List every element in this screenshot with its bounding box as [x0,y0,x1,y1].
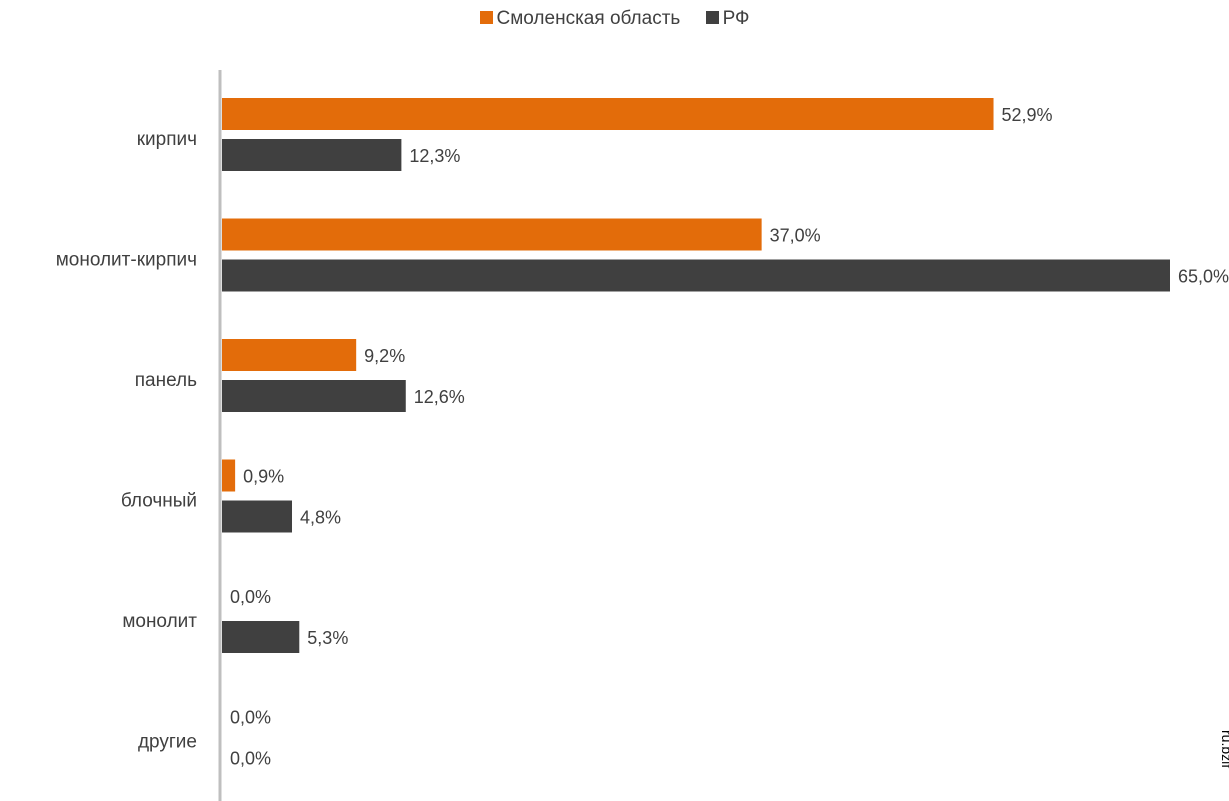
bar [222,621,300,653]
data-label: 65,0% [1178,267,1229,287]
category-label: кирпич [137,129,197,150]
legend-swatch-rf [705,11,719,24]
legend-item-smolensk: Смоленская область [479,8,681,30]
data-label: 52,9% [1002,105,1053,125]
data-label: 0,0% [230,708,271,728]
legend-label-smolensk: Смоленская область [496,8,681,29]
bar [222,139,402,171]
bar [222,500,293,533]
bar [222,380,406,412]
legend-item-rf: РФ [705,8,750,30]
data-label: 9,2% [364,346,405,366]
category-label: монолит [122,611,197,632]
data-label: 4,8% [300,508,341,528]
data-label: 0,0% [230,587,271,607]
bar [222,98,994,130]
data-label: 5,3% [307,628,348,648]
category-label: монолит-кирпич [56,250,197,271]
data-label: 0,0% [230,749,271,769]
category-label: панель [135,370,197,391]
bar [222,459,236,492]
data-label: 12,6% [414,387,465,407]
legend-swatch-smolensk [479,11,493,24]
data-label: 0,9% [243,467,284,487]
data-label: 12,3% [409,146,460,166]
bar [222,218,762,251]
legend: Смоленская область РФ [0,8,1229,30]
category-label: блочный [121,491,197,512]
bar [222,339,357,371]
data-label: 37,0% [770,226,821,246]
category-label: другие [138,732,197,753]
bar [222,259,1170,292]
legend-label-rf: РФ [722,8,750,29]
watermark: ru.bzif [1219,730,1229,769]
